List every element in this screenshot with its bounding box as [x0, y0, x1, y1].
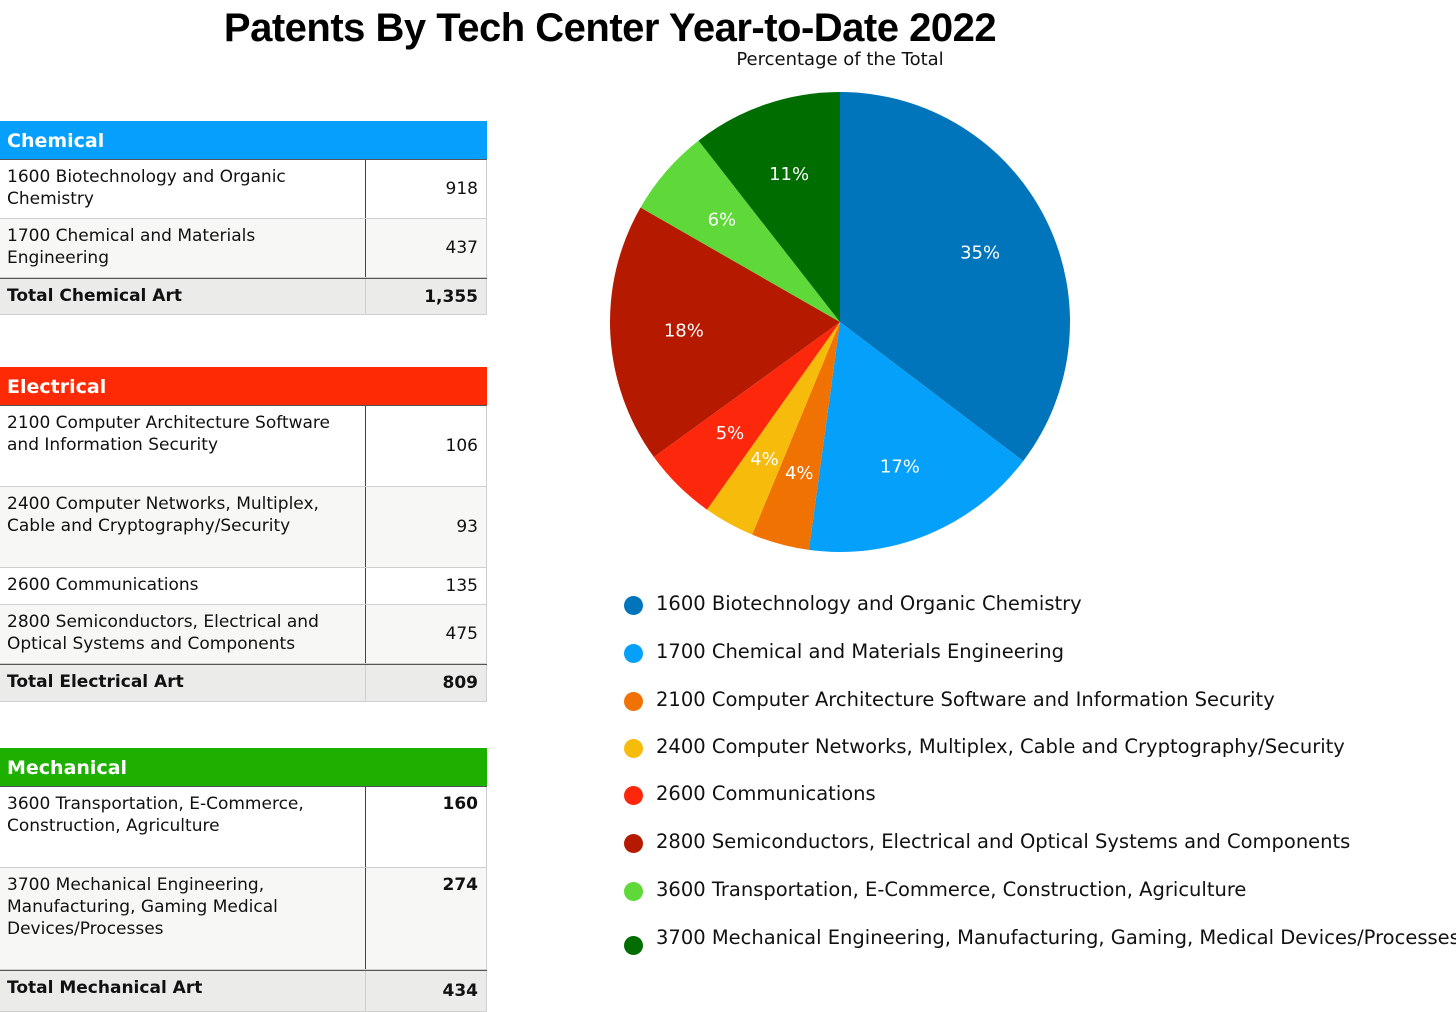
- total-row: Total Electrical Art 809: [0, 664, 487, 702]
- total-label: Total Mechanical Art: [0, 971, 366, 1011]
- row-label: 1600 Biotechnology and Organic Chemistry: [0, 160, 366, 218]
- total-value: 809: [366, 665, 487, 701]
- table-row: 1700 Chemical and Materials Engineering …: [0, 219, 487, 278]
- mechanical-header: Mechanical: [0, 748, 487, 786]
- row-value: 475: [366, 605, 487, 663]
- table-row: 1600 Biotechnology and Organic Chemistry…: [0, 160, 487, 219]
- slice-label: 18%: [664, 320, 704, 341]
- row-label: 2100 Computer Architecture Software and …: [0, 406, 366, 486]
- row-value: 437: [366, 219, 487, 277]
- table-row: 2800 Semiconductors, Electrical and Opti…: [0, 605, 487, 664]
- row-value: 106: [366, 406, 487, 486]
- mechanical-table: Mechanical 3600 Transportation, E-Commer…: [0, 748, 487, 1012]
- pie-slice-6: [640, 140, 840, 322]
- row-label: 2800 Semiconductors, Electrical and Opti…: [0, 605, 366, 663]
- legend-label: 2800 Semiconductors, Electrical and Opti…: [656, 830, 1351, 853]
- mechanical-rows: 3600 Transportation, E-Commerce, Constru…: [0, 786, 487, 1012]
- slice-label: 17%: [880, 456, 920, 477]
- pie-chart: 35%17%4%4%5%18%6%11%: [610, 92, 1070, 552]
- row-value: 93: [366, 487, 487, 567]
- table-row: 3600 Transportation, E-Commerce, Constru…: [0, 787, 487, 868]
- total-value: 1,355: [366, 279, 487, 314]
- table-row: 2600 Communications 135: [0, 568, 487, 605]
- slice-label: 6%: [708, 210, 737, 231]
- legend-label: 2600 Communications: [656, 782, 876, 805]
- legend-label: 1600 Biotechnology and Organic Chemistry: [656, 592, 1082, 615]
- legend-label: 3700 Mechanical Engineering, Manufacturi…: [656, 926, 1456, 949]
- chemical-rows: 1600 Biotechnology and Organic Chemistry…: [0, 159, 487, 315]
- pie-slice-0: [840, 92, 1070, 462]
- row-value: 918: [366, 160, 487, 218]
- row-label: 3700 Mechanical Engineering, Manufacturi…: [0, 868, 366, 969]
- pie-slice-2: [752, 322, 840, 550]
- total-row: Total Chemical Art 1,355: [0, 278, 487, 315]
- row-label: 1700 Chemical and Materials Engineering: [0, 219, 366, 277]
- pie-slice-1: [808, 322, 1024, 552]
- slice-label: 4%: [750, 449, 779, 470]
- row-label: 2400 Computer Networks, Multiplex, Cable…: [0, 487, 366, 567]
- electrical-rows: 2100 Computer Architecture Software and …: [0, 405, 487, 702]
- total-value: 434: [366, 971, 487, 1011]
- slice-label: 11%: [769, 164, 809, 185]
- slice-label: 35%: [960, 242, 1000, 263]
- row-label: 3600 Transportation, E-Commerce, Constru…: [0, 787, 366, 867]
- total-label: Total Electrical Art: [0, 665, 366, 701]
- pie-slice-4: [653, 322, 840, 510]
- legend-swatch: [624, 834, 643, 853]
- row-value: 160: [366, 787, 487, 867]
- table-row: 2400 Computer Networks, Multiplex, Cable…: [0, 487, 487, 568]
- legend-swatch: [624, 692, 643, 711]
- total-row: Total Mechanical Art 434: [0, 970, 487, 1012]
- legend-label: 3600 Transportation, E-Commerce, Constru…: [656, 878, 1247, 901]
- electrical-table: Electrical 2100 Computer Architecture So…: [0, 367, 487, 702]
- table-row: 3700 Mechanical Engineering, Manufacturi…: [0, 868, 487, 970]
- total-label: Total Chemical Art: [0, 279, 366, 314]
- legend-swatch: [624, 739, 643, 758]
- legend-swatch: [624, 596, 643, 615]
- legend-label: 1700 Chemical and Materials Engineering: [656, 640, 1064, 663]
- legend-label: 2100 Computer Architecture Software and …: [656, 688, 1275, 711]
- pie-slice-3: [706, 322, 840, 535]
- pie-slice-5: [610, 207, 840, 458]
- slice-label: 5%: [716, 423, 745, 444]
- chemical-header: Chemical: [0, 121, 487, 159]
- legend-swatch: [624, 786, 643, 805]
- row-value: 274: [366, 868, 487, 969]
- chart-subtitle: Percentage of the Total: [736, 49, 944, 70]
- table-row: 2100 Computer Architecture Software and …: [0, 406, 487, 487]
- electrical-header: Electrical: [0, 367, 487, 405]
- legend-swatch: [624, 882, 643, 901]
- legend-swatch: [624, 936, 643, 955]
- page-title: Patents By Tech Center Year-to-Date 2022: [223, 6, 997, 50]
- chemical-table: Chemical 1600 Biotechnology and Organic …: [0, 121, 487, 315]
- row-value: 135: [366, 568, 487, 604]
- legend-swatch: [624, 644, 643, 663]
- row-label: 2600 Communications: [0, 568, 366, 604]
- legend-label: 2400 Computer Networks, Multiplex, Cable…: [656, 735, 1345, 758]
- pie-slice-7: [698, 92, 840, 322]
- slice-label: 4%: [785, 463, 814, 484]
